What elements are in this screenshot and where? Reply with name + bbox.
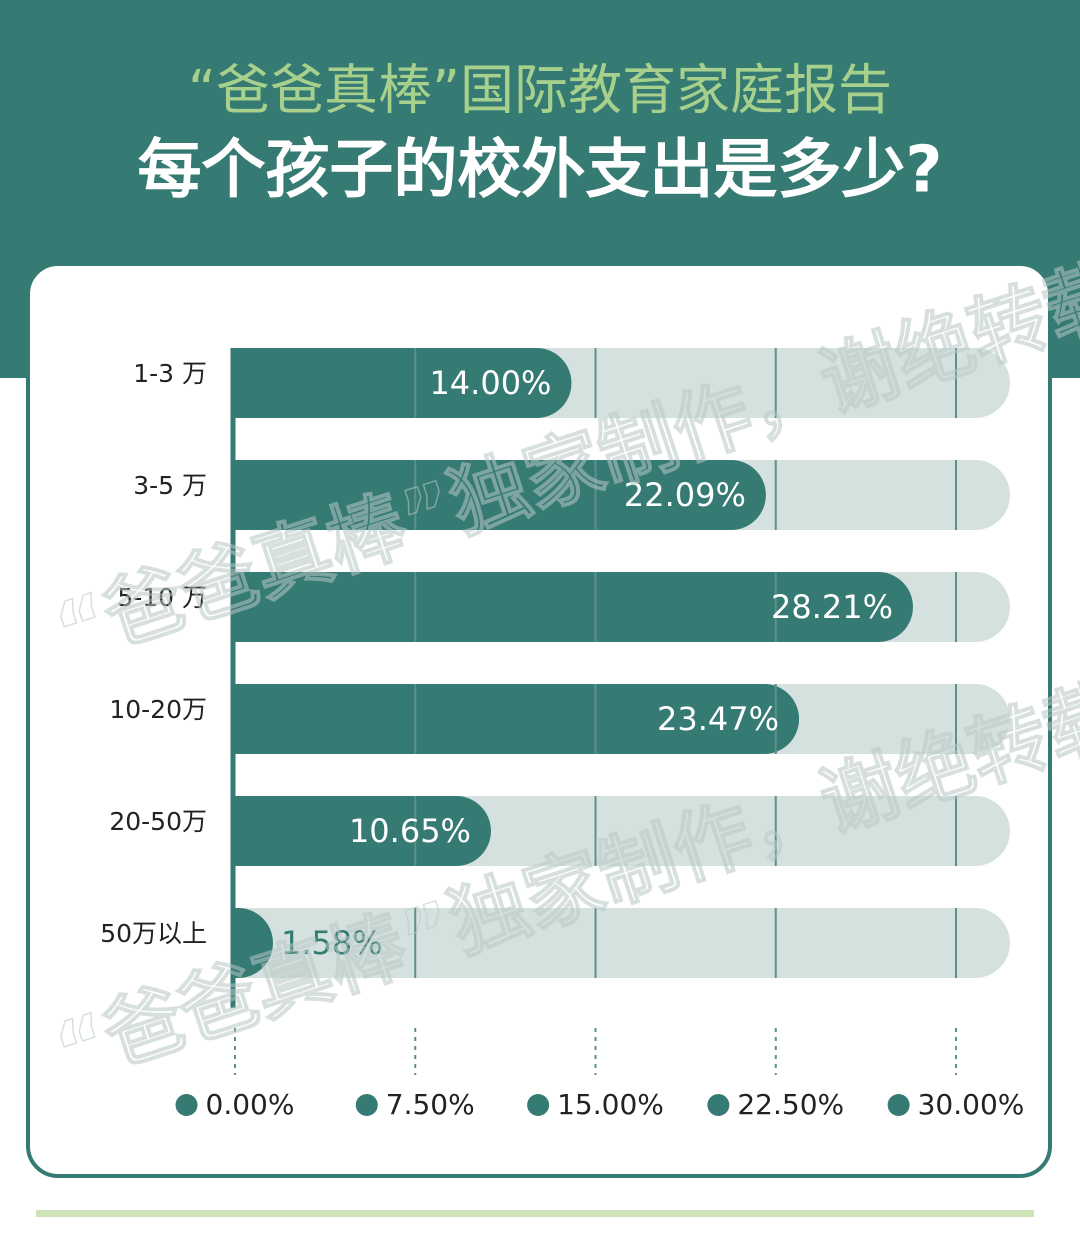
bar: [235, 684, 800, 754]
x-tick-label: 22.50%: [737, 1088, 844, 1121]
x-tick-label: 7.50%: [386, 1088, 475, 1121]
tick-dot: [707, 1094, 730, 1116]
y-tick-label: 5-10 万: [117, 583, 207, 612]
tick-dot: [355, 1094, 378, 1116]
tick-dot: [527, 1094, 550, 1116]
tick-dot: [887, 1094, 910, 1116]
subtitle: “爸爸真棒”国际教育家庭报告: [188, 59, 892, 122]
x-tick-label: 15.00%: [557, 1088, 664, 1121]
value-label: 10.65%: [349, 812, 471, 850]
value-label: 28.21%: [771, 588, 893, 626]
y-tick-label: 3-5 万: [133, 471, 207, 500]
bar-track: [235, 908, 1010, 978]
value-label: 23.47%: [657, 700, 779, 738]
y-tick-label: 1-3 万: [133, 359, 207, 388]
footer-line: [36, 1210, 1034, 1217]
x-tick-label: 0.00%: [206, 1088, 295, 1121]
y-tick-label: 10-20万: [109, 695, 207, 724]
y-tick-label: 50万以上: [100, 919, 207, 948]
value-label: 22.09%: [624, 476, 746, 514]
bar: [235, 460, 766, 530]
bar: [235, 348, 572, 418]
tick-dot: [175, 1094, 198, 1116]
x-tick-label: 30.00%: [918, 1088, 1025, 1121]
bar: [235, 908, 273, 978]
value-label: 1.58%: [281, 924, 383, 962]
value-label: 14.00%: [429, 364, 551, 402]
bar: [235, 572, 913, 642]
bar: [235, 796, 491, 866]
title: 每个孩子的校外支出是多少?: [137, 134, 942, 208]
y-tick-label: 20-50万: [109, 807, 207, 836]
